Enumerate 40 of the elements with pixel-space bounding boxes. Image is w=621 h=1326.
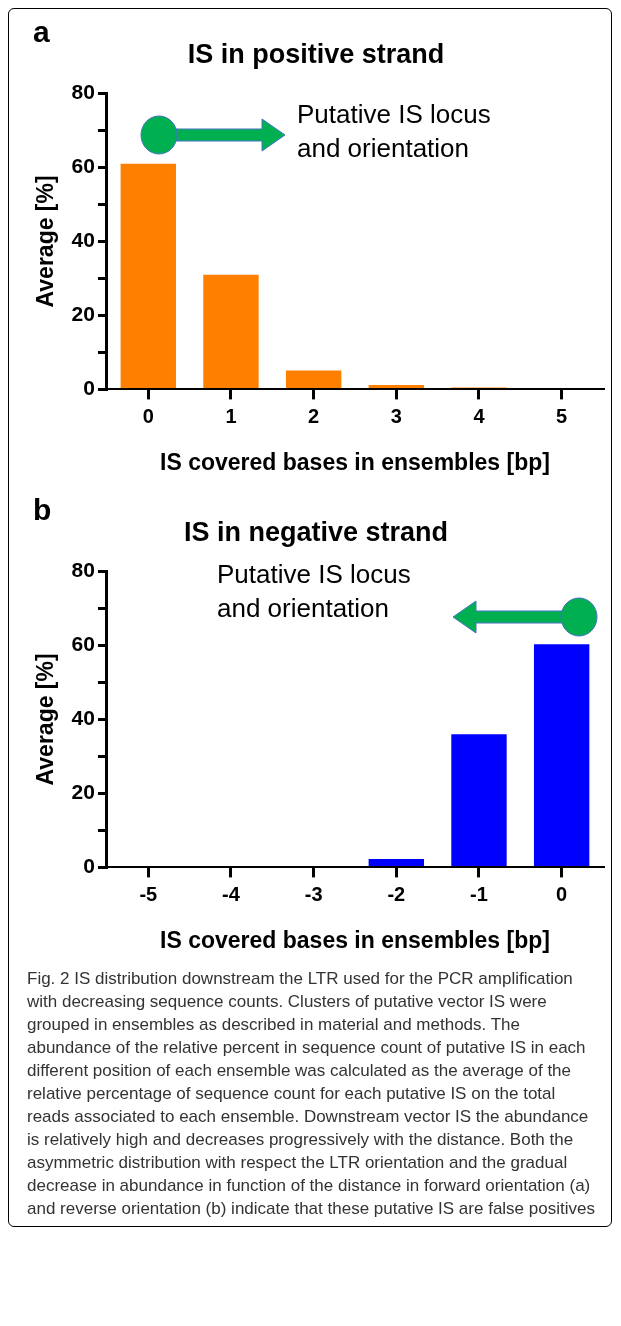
x-tick-label: 0: [142, 404, 154, 427]
x-tick-label: -2: [387, 882, 406, 905]
text: a: [33, 15, 50, 49]
x-tick-label: 3: [390, 404, 402, 427]
annotation: Putative IS locus and orientation: [217, 558, 412, 625]
bar: [451, 734, 507, 866]
x-tick-label: 0: [556, 882, 568, 905]
y-tick-label: 40: [71, 228, 95, 252]
bar: [368, 384, 425, 388]
y-tick-label: 60: [71, 632, 95, 656]
x-tick-label: 4: [473, 404, 486, 427]
text: b: [33, 493, 52, 527]
bar: [203, 274, 259, 388]
y-tick-label: 0: [83, 376, 95, 400]
x-tick-label: 5: [556, 404, 568, 427]
y-axis-title: Average [%]: [32, 175, 59, 308]
x-axis-title: IS covered bases in ensembles [bp]: [160, 448, 550, 475]
y-tick-label: 80: [71, 80, 95, 104]
y-tick-label: 20: [71, 302, 95, 326]
y-tick-label: 20: [71, 780, 95, 804]
x-tick-label: -1: [470, 882, 488, 905]
y-tick-label: 40: [71, 706, 95, 730]
x-tick-label: 2: [308, 404, 320, 427]
x-tick-label: 1: [225, 404, 237, 427]
y-tick-label: 0: [83, 854, 95, 878]
y-tick-label: 80: [71, 558, 95, 582]
x-axis-title: IS covered bases in ensembles [bp]: [160, 926, 550, 953]
x-tick-label: -4: [222, 882, 241, 905]
bar: [120, 163, 176, 388]
bar: [285, 370, 342, 388]
x-tick-label: -3: [304, 882, 323, 905]
text: Fig. 2 IS distribution downstream the LTR used for the PCR amplification with decreasing sequence counts. Clusters of putative vector IS were grouped in ensembles as described in material and methods. The abundance of the relative percent in sequence count of putative IS in each different position of each ensemble was calculated as the average of the relative percentage of sequence count for each putative IS on the total reads associated to each ensemble. Downstream vector IS the abundance is relatively high and decreases progressively with the distance. Both the asymmetric distribution with respect the LTR orientation and the gradual decrease in abundance in function of the distance in forward orientation (a) and reverse orientation (b) indicate that these putative IS are false positives: [27, 969, 595, 1218]
chart-title: IS in positive strand: [187, 38, 445, 69]
chart-title: IS in negative strand: [183, 516, 449, 547]
annotation: Putative IS locus and orientation: [297, 98, 492, 165]
y-tick-label: 60: [71, 154, 95, 178]
x-tick-label: -5: [139, 882, 158, 905]
bar: [368, 858, 425, 866]
y-axis-title: Average [%]: [32, 653, 59, 786]
bar: [533, 644, 590, 866]
